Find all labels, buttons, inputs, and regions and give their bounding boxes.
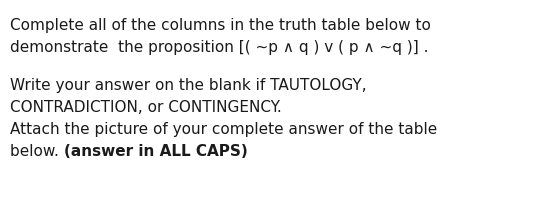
Text: Attach the picture of your complete answer of the table: Attach the picture of your complete answ… (10, 122, 437, 137)
Text: demonstrate  the proposition [( ~p ∧ q ) v ( p ∧ ~q )] .: demonstrate the proposition [( ~p ∧ q ) … (10, 40, 429, 55)
Text: Write your answer on the blank if TAUTOLOGY,: Write your answer on the blank if TAUTOL… (10, 78, 366, 93)
Text: Complete all of the columns in the truth table below to: Complete all of the columns in the truth… (10, 18, 431, 33)
Text: CONTRADICTION, or CONTINGENCY.: CONTRADICTION, or CONTINGENCY. (10, 100, 282, 115)
Text: below.: below. (10, 144, 64, 159)
Text: (answer in ALL CAPS): (answer in ALL CAPS) (64, 144, 247, 159)
